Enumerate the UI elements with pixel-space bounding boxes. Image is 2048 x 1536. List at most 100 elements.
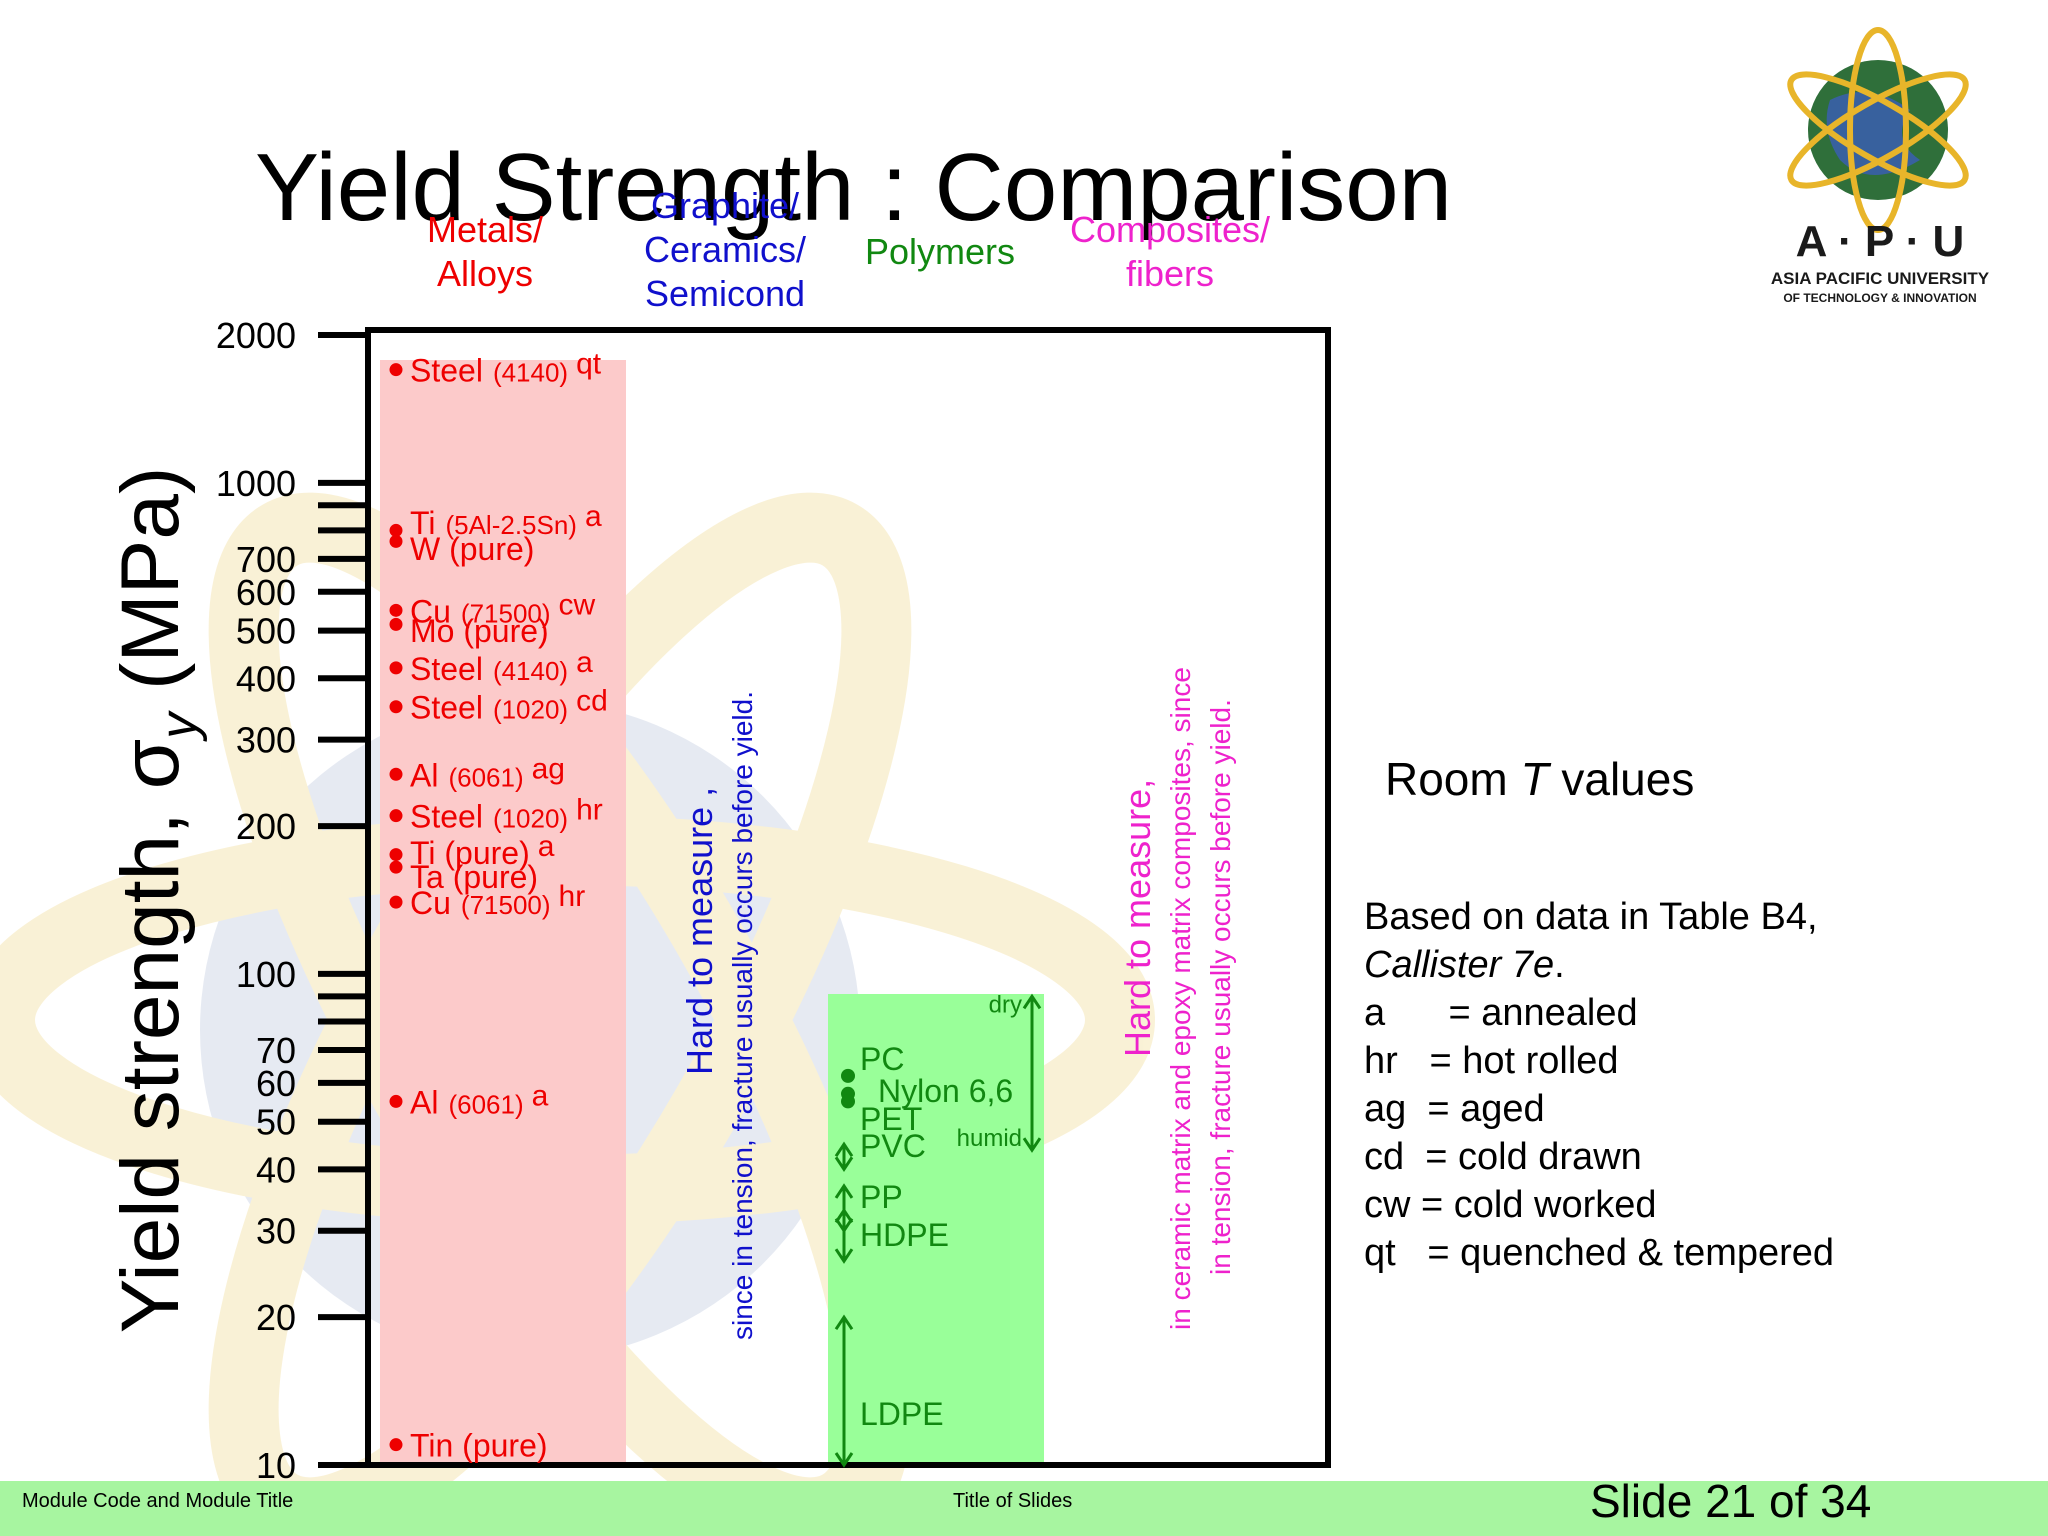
metal-label: Steel (4140) qt — [410, 348, 602, 389]
legend-entry: hr = hot rolled — [1364, 1040, 1619, 1082]
polymer-label: PP — [860, 1179, 903, 1215]
abbreviation-legend: Based on data in Table B4, Callister 7e.… — [1364, 893, 1834, 1277]
polymer-label: LDPE — [860, 1396, 944, 1432]
composites-note-sub-1: in ceramic matrix and epoxy matrix compo… — [1165, 667, 1196, 1330]
y-tick-label: 30 — [256, 1211, 296, 1252]
ceramics-note-main: Hard to measure , — [679, 787, 720, 1075]
legend-entry: a = annealed — [1364, 992, 1638, 1034]
metal-label: Ta (pure) — [410, 859, 538, 895]
metal-point — [389, 895, 403, 909]
slide-title: Yield Strength : Comparison — [255, 134, 1453, 241]
y-tick-label: 60 — [256, 1063, 296, 1104]
metal-point — [389, 1094, 403, 1108]
polymer-range-arrow-down — [834, 1156, 854, 1173]
nylon-range-arrow-humid — [1022, 1137, 1042, 1153]
y-axis-label: Yield strength, σy (MPa) — [105, 467, 208, 1334]
y-tick-label: 700 — [236, 539, 296, 580]
category-metals: Metals/ Alloys — [426, 209, 544, 294]
y-tick-label: 400 — [236, 658, 296, 699]
y-tick-label: 10 — [256, 1445, 296, 1486]
metal-label: Tin (pure) — [410, 1428, 548, 1464]
polymer-range-arrow-down — [834, 1452, 854, 1468]
composites-note-sub-2: in tension, fracture usually occurs befo… — [1205, 699, 1236, 1275]
metal-point — [389, 523, 403, 537]
logo-letters: A · P · U — [1796, 217, 1965, 266]
metal-point — [389, 848, 403, 862]
y-tick-label: 2000 — [216, 315, 296, 356]
polymers-region — [828, 994, 1044, 1465]
metal-label: Ti (pure) a — [410, 830, 555, 871]
y-tick-label: 1000 — [216, 463, 296, 504]
legend-source-line-2: Callister 7e. — [1364, 944, 1565, 986]
category-polymers: Polymers — [864, 231, 1016, 272]
slide-footer — [0, 1481, 2048, 1536]
nylon-range-humid-label: humid — [957, 1125, 1022, 1152]
metal-point — [389, 617, 403, 631]
metal-point — [389, 700, 403, 714]
composites-note-main: Hard to measure, — [1117, 779, 1158, 1057]
legend-entry: qt = quenched & tempered — [1364, 1232, 1835, 1274]
polymer-range-arrow-down — [834, 1248, 854, 1264]
metal-point — [389, 534, 403, 548]
category-composites: Composites/ fibers — [1069, 209, 1271, 294]
category-ceramics: Graphite/ Ceramics/ Semicond — [643, 185, 807, 314]
y-tick-label: 70 — [256, 1030, 296, 1071]
y-tick-label: 100 — [236, 954, 296, 995]
metal-label: Steel (1020) cd — [410, 685, 608, 726]
polymer-range-arrow-up — [834, 1141, 854, 1158]
metal-label: Al (6061) a — [410, 1079, 549, 1120]
metals-region — [380, 360, 626, 1465]
y-tick-label: 300 — [236, 720, 296, 761]
polymer-label: PET — [860, 1101, 922, 1137]
polymer-label: Nylon 6,6 — [878, 1073, 1013, 1109]
room-t-suffix: values — [1548, 753, 1695, 805]
legend-entry: ag = aged — [1364, 1088, 1545, 1130]
nylon-range-arrow-dry — [1022, 993, 1042, 1010]
metal-point — [389, 1438, 403, 1452]
metal-point — [389, 603, 403, 617]
logo-line-1: ASIA PACIFIC UNIVERSITY — [1771, 269, 1990, 288]
legend-entry: cd = cold drawn — [1364, 1136, 1642, 1178]
room-t-italic: T — [1520, 753, 1549, 805]
y-tick-label: 40 — [256, 1149, 296, 1190]
metal-label: Al (6061) ag — [410, 752, 565, 793]
polymer-range-arrow-up — [834, 1314, 854, 1331]
apu-logo: A · P · U ASIA PACIFIC UNIVERSITY OF TEC… — [1720, 20, 2040, 320]
footer-module: Module Code and Module Title — [22, 1490, 294, 1512]
polymer-range-arrow-up — [834, 1207, 854, 1224]
y-tick-label: 200 — [236, 806, 296, 847]
metal-label: Ti (5Al-2.5Sn) a — [410, 500, 602, 541]
room-t-prefix: Room — [1385, 753, 1521, 805]
nylon-range-dry-label: dry — [989, 991, 1022, 1018]
metal-label: Steel (4140) a — [410, 646, 593, 687]
polymer-label: PC — [860, 1041, 904, 1077]
plot-frame — [365, 327, 1331, 1468]
metal-label: Mo (pure) — [410, 613, 549, 649]
metal-label: Cu (71500) hr — [410, 880, 585, 921]
logo-line-2: OF TECHNOLOGY & INNOVATION — [1783, 291, 1976, 305]
polymer-label: PVC — [860, 1128, 926, 1164]
metal-point — [389, 363, 403, 377]
metal-label: Steel (1020) hr — [410, 794, 603, 835]
legend-book: Callister 7e — [1364, 944, 1555, 986]
y-tick-label: 500 — [236, 611, 296, 652]
y-tick-label: 600 — [236, 572, 296, 613]
legend-source-line-1: Based on data in Table B4, — [1364, 896, 1818, 938]
polymer-label: HDPE — [860, 1217, 949, 1253]
polymer-point — [841, 1094, 855, 1109]
ceramics-note-sub: since in tension, fracture usually occur… — [727, 691, 758, 1340]
polymer-range-arrow-up — [834, 1183, 854, 1199]
y-tick-label: 50 — [256, 1102, 296, 1143]
room-temperature-note: Room T values — [1385, 752, 1694, 806]
metal-label: Cu (71500) cw — [410, 588, 596, 629]
polymer-point — [841, 1068, 855, 1083]
metal-point — [389, 809, 403, 823]
metal-label: W (pure) — [410, 531, 534, 567]
metal-point — [389, 860, 403, 874]
metal-point — [389, 661, 403, 675]
legend-entry: cw = cold worked — [1364, 1184, 1657, 1226]
metal-point — [389, 767, 403, 781]
footer-slide-title: Title of Slides — [953, 1490, 1073, 1512]
slide-number: Slide 21 of 34 — [1590, 1475, 1872, 1527]
